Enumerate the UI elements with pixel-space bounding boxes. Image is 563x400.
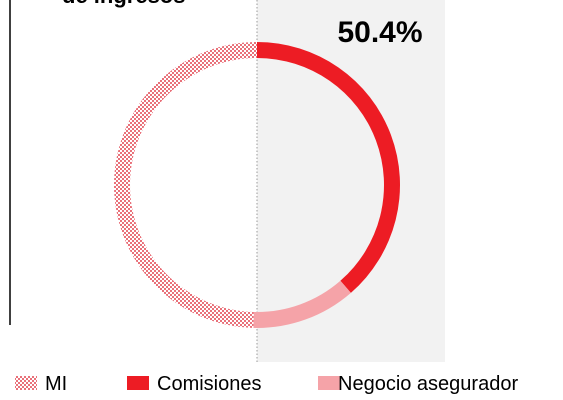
- legend-label: Comisiones: [157, 373, 261, 395]
- legend-label: Negocio asegurador: [338, 373, 518, 395]
- annotation: 50.4%: [337, 16, 422, 49]
- legend-swatch: [15, 376, 37, 390]
- chart-title: de ingresos: [62, 0, 185, 8]
- legend-swatch: [127, 376, 149, 390]
- donut-segment: [114, 42, 257, 328]
- donut-segment: [257, 42, 400, 293]
- legend-label: MI: [45, 373, 67, 395]
- legend-swatch: [318, 376, 340, 390]
- donut-segment: [253, 280, 351, 328]
